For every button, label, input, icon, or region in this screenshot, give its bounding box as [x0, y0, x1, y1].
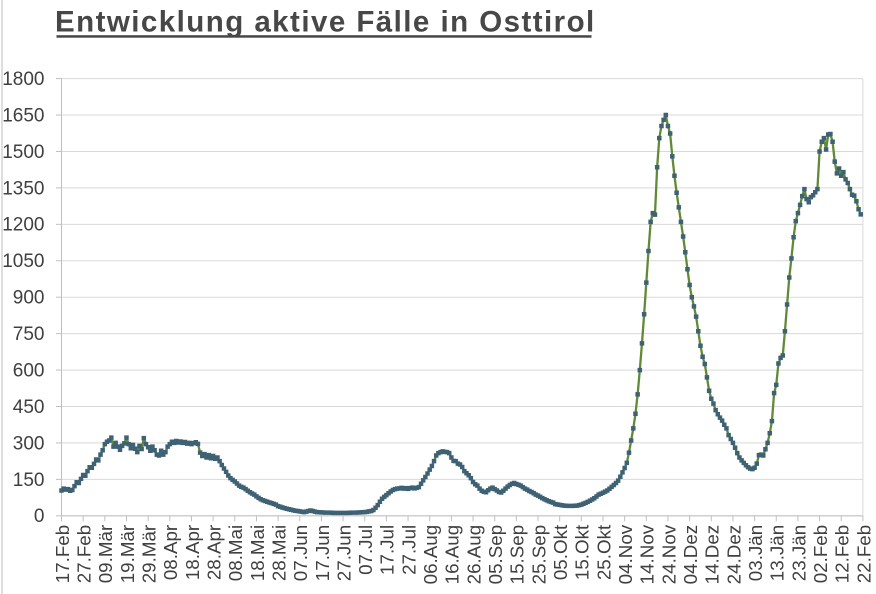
svg-text:19.Mär: 19.Mär: [117, 525, 138, 583]
svg-text:450: 450: [13, 397, 45, 418]
svg-text:28.Mai: 28.Mai: [268, 525, 289, 581]
svg-text:08.Apr: 08.Apr: [160, 525, 181, 580]
svg-text:1650: 1650: [2, 105, 44, 126]
svg-text:13.Jän: 13.Jän: [767, 525, 788, 581]
svg-text:17.Jul: 17.Jul: [377, 525, 398, 575]
svg-text:04.Dez: 04.Dez: [680, 525, 701, 585]
svg-text:15.Okt: 15.Okt: [572, 524, 593, 580]
svg-text:23.Jän: 23.Jän: [788, 525, 809, 581]
svg-text:06.Aug: 06.Aug: [420, 525, 441, 585]
svg-text:1800: 1800: [2, 69, 44, 90]
svg-text:25.Sep: 25.Sep: [528, 525, 549, 585]
svg-text:22.Feb: 22.Feb: [853, 525, 874, 583]
svg-text:18.Mai: 18.Mai: [247, 525, 268, 581]
svg-text:1350: 1350: [2, 178, 44, 199]
svg-text:17.Jun: 17.Jun: [312, 525, 333, 581]
svg-text:1500: 1500: [2, 142, 44, 163]
svg-text:25.Okt: 25.Okt: [593, 524, 614, 580]
svg-text:07.Jul: 07.Jul: [355, 525, 376, 575]
svg-text:29.Mär: 29.Mär: [139, 525, 160, 583]
svg-text:08.Mai: 08.Mai: [225, 525, 246, 581]
svg-text:0: 0: [34, 506, 45, 527]
svg-text:05.Sep: 05.Sep: [485, 525, 506, 585]
svg-text:04.Nov: 04.Nov: [615, 524, 636, 584]
svg-text:02.Feb: 02.Feb: [810, 525, 831, 583]
svg-text:24.Dez: 24.Dez: [723, 525, 744, 585]
svg-text:18.Apr: 18.Apr: [182, 525, 203, 580]
svg-text:24.Nov: 24.Nov: [658, 524, 679, 584]
svg-text:27.Feb: 27.Feb: [74, 525, 95, 583]
svg-text:26.Aug: 26.Aug: [463, 525, 484, 585]
svg-text:15.Sep: 15.Sep: [507, 525, 528, 585]
svg-text:12.Feb: 12.Feb: [832, 525, 853, 583]
svg-text:1200: 1200: [2, 215, 44, 236]
svg-text:17.Feb: 17.Feb: [52, 525, 73, 583]
svg-text:03.Jän: 03.Jän: [745, 525, 766, 581]
svg-text:750: 750: [13, 324, 45, 345]
svg-text:27.Jul: 27.Jul: [398, 525, 419, 575]
svg-text:16.Aug: 16.Aug: [442, 525, 463, 585]
svg-text:900: 900: [13, 288, 45, 309]
svg-text:14.Nov: 14.Nov: [637, 524, 658, 584]
svg-text:150: 150: [13, 470, 45, 491]
svg-text:28.Apr: 28.Apr: [203, 525, 224, 580]
svg-text:Entwicklung aktive Fälle in Os: Entwicklung aktive Fälle in Osttirol: [55, 6, 596, 39]
svg-text:1050: 1050: [2, 251, 44, 272]
svg-text:300: 300: [13, 433, 45, 454]
svg-text:05.Okt: 05.Okt: [550, 524, 571, 580]
svg-text:07.Jun: 07.Jun: [290, 525, 311, 581]
svg-text:14.Dez: 14.Dez: [702, 525, 723, 585]
svg-text:600: 600: [13, 360, 45, 381]
svg-text:09.Mär: 09.Mär: [95, 525, 116, 583]
svg-text:27.Jun: 27.Jun: [333, 525, 354, 581]
